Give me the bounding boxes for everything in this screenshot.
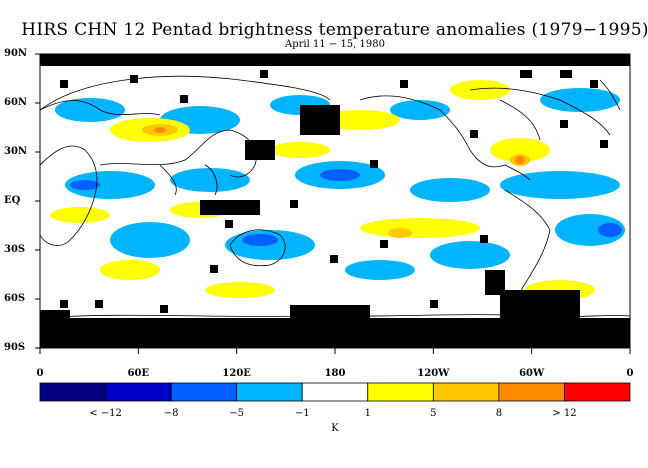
y-axis-ticks [35,53,40,349]
longitude-label: 60W [519,368,545,379]
longitude-label: 180 [324,368,346,379]
colorbar-label: −1 [294,408,310,419]
colorbar-swatch [367,382,434,402]
colorbar-label: < −12 [89,408,122,419]
longitude-label: 120E [222,368,251,379]
latitude-label: 60S [4,293,26,304]
anomaly-field [40,54,630,348]
map-subtitle: April 11 − 15, 1980 [285,39,385,50]
colorbar-swatch [432,382,500,402]
longitude-label: 0 [626,368,634,379]
latitude-label: 30S [4,244,26,255]
colorbar-label: 1 [364,408,371,419]
longitude-label: 120W [417,368,450,379]
very-strong-positive-patches [154,127,525,164]
colorbar-swatch [39,382,106,402]
colorbar-label: 5 [430,408,437,419]
colorbar-swatch [170,382,238,402]
negative-anomaly-patches [55,88,625,280]
latitude-label: 90N [4,48,28,59]
missing-data [40,54,630,348]
colorbar-swatch [301,382,369,402]
colorbar-label: > 12 [552,408,577,419]
colorbar-label: −5 [229,408,245,419]
strong-negative-patches [70,169,622,246]
colorbar-label: 8 [495,408,503,419]
colorbar-swatch [498,382,565,402]
map-title: HIRS CHN 12 Pentad brightness temperatur… [21,20,648,40]
colorbar-swatch [564,382,631,402]
colorbar-swatch [105,382,172,402]
colorbar [39,382,631,402]
colorbar-unit: K [331,423,339,434]
latitude-label: 30N [4,146,28,157]
coastlines [40,75,630,319]
longitude-label: 60E [127,368,150,379]
colorbar-label: −8 [163,408,179,419]
longitude-label: 0 [36,368,44,379]
latitude-label: 60N [4,97,28,108]
x-axis-ticks [39,348,631,354]
colorbar-swatch [236,382,303,402]
latitude-label: EQ [4,195,21,206]
latitude-label: 90S [4,342,26,353]
